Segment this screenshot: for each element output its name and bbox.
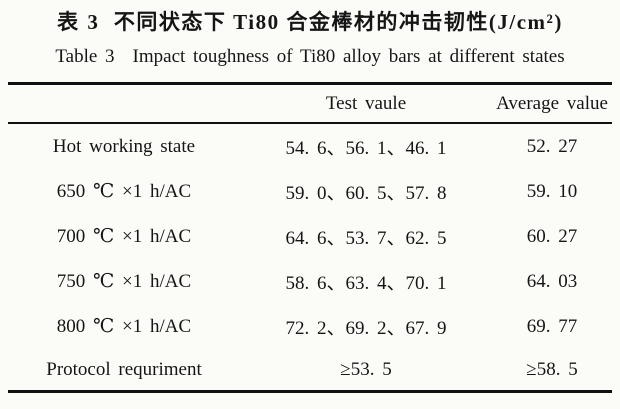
table-row: 750 ℃ ×1 h/AC 58. 6、63. 4、70. 1 64. 03 (8, 259, 612, 304)
average-value-cell: ≥58. 5 (526, 358, 578, 380)
table-number-zh: 表 3 (57, 10, 100, 34)
col-header-state (8, 83, 240, 124)
average-value-cell: 69. 77 (526, 315, 578, 337)
table-row: 800 ℃ ×1 h/AC 72. 2、69. 2、67. 9 69. 77 (8, 304, 612, 349)
table-caption-english: Table 3 Impact toughness of Ti80 alloy ba… (0, 45, 620, 69)
state-cell: Hot working state (52, 135, 196, 157)
test-values-cell: 54. 6、56. 1、46. 1 (285, 138, 447, 159)
state-cell: 650 ℃ ×1 h/AC (56, 181, 192, 202)
test-values-cell: 59. 0、60. 5、57. 8 (285, 183, 447, 204)
table-row: 650 ℃ ×1 h/AC 59. 0、60. 5、57. 8 59. 10 (8, 169, 612, 214)
table-title-en: Impact toughness of Ti80 alloy bars at d… (132, 46, 565, 67)
test-values-cell: 64. 6、53. 7、62. 5 (285, 228, 447, 249)
table-row: Protocol requriment ≥53. 5 ≥58. 5 (8, 349, 612, 392)
table-caption-chinese: 表 3 不同状态下 Ti80 合金棒材的冲击韧性(J/cm²) (0, 0, 620, 36)
state-cell: Protocol requriment (46, 358, 202, 380)
state-cell: 800 ℃ ×1 h/AC (56, 316, 192, 337)
state-cell: 700 ℃ ×1 h/AC (56, 226, 192, 247)
average-value-cell: 60. 27 (526, 225, 578, 247)
header-row: Test vaule Average value (8, 83, 612, 124)
average-value-cell: 52. 27 (526, 135, 578, 157)
average-value-cell: 59. 10 (526, 180, 578, 202)
col-header-test-value: Test vaule (240, 83, 492, 124)
table-row: Hot working state 54. 6、56. 1、46. 1 52. … (8, 123, 612, 169)
table-row: 700 ℃ ×1 h/AC 64. 6、53. 7、62. 5 60. 27 (8, 214, 612, 259)
test-values-cell: 58. 6、63. 4、70. 1 (285, 273, 447, 294)
average-value-cell: 64. 03 (526, 270, 578, 292)
table-number-en: Table 3 (55, 46, 115, 67)
impact-toughness-table: Test vaule Average value Hot working sta… (8, 82, 612, 393)
test-values-cell: ≥53. 5 (340, 358, 392, 380)
table-title-zh: 不同状态下 Ti80 合金棒材的冲击韧性(J/cm²) (113, 10, 563, 34)
state-cell: 750 ℃ ×1 h/AC (56, 271, 192, 292)
col-header-average-value: Average value (492, 83, 612, 124)
test-values-cell: 72. 2、69. 2、67. 9 (285, 318, 447, 339)
